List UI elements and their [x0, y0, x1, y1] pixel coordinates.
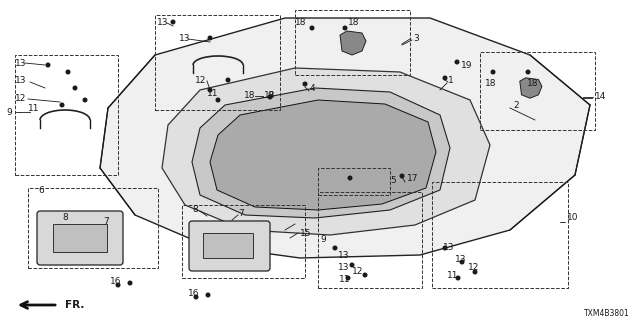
Text: 13: 13	[338, 252, 349, 260]
Text: 4: 4	[310, 84, 316, 92]
Text: 9: 9	[268, 91, 273, 100]
Circle shape	[492, 70, 495, 74]
Text: 3: 3	[413, 34, 419, 43]
Text: 8: 8	[62, 213, 68, 222]
Text: 9: 9	[320, 236, 326, 244]
Text: 11: 11	[339, 276, 351, 284]
Polygon shape	[100, 18, 590, 258]
Text: 12: 12	[468, 263, 479, 273]
Polygon shape	[210, 100, 436, 210]
Text: 6: 6	[38, 186, 44, 195]
Text: 14: 14	[595, 92, 606, 100]
Circle shape	[348, 176, 352, 180]
Circle shape	[46, 63, 50, 67]
Circle shape	[444, 76, 447, 80]
Circle shape	[66, 70, 70, 74]
Text: 2: 2	[513, 100, 518, 109]
Circle shape	[128, 281, 132, 285]
Text: 18: 18	[527, 78, 538, 87]
Polygon shape	[162, 68, 490, 235]
Bar	[432, 182, 568, 288]
Circle shape	[83, 98, 87, 102]
Circle shape	[346, 276, 350, 280]
Circle shape	[116, 283, 120, 287]
Text: 13: 13	[443, 244, 454, 252]
Text: 13: 13	[455, 255, 467, 265]
Text: 8: 8	[192, 205, 198, 214]
Text: 17: 17	[407, 173, 419, 182]
Text: 13: 13	[15, 59, 26, 68]
Text: 16: 16	[188, 290, 200, 299]
Polygon shape	[340, 31, 366, 55]
Text: 16: 16	[110, 277, 122, 286]
Text: 7: 7	[238, 210, 244, 219]
Text: 18: 18	[264, 91, 275, 100]
Text: 18: 18	[348, 18, 360, 27]
Circle shape	[194, 295, 198, 299]
Circle shape	[206, 293, 210, 297]
FancyBboxPatch shape	[189, 221, 270, 271]
Text: 11: 11	[207, 89, 218, 98]
Text: 18: 18	[295, 18, 307, 27]
Text: 11: 11	[28, 103, 40, 113]
Text: 5: 5	[390, 175, 396, 185]
Text: 18: 18	[485, 78, 497, 87]
Text: 11: 11	[447, 270, 458, 279]
Text: 13: 13	[338, 263, 349, 273]
FancyBboxPatch shape	[37, 211, 123, 265]
Bar	[53, 224, 107, 252]
Circle shape	[303, 82, 307, 86]
Text: TXM4B3801: TXM4B3801	[584, 309, 630, 318]
Text: 7: 7	[103, 218, 109, 227]
Bar	[318, 168, 390, 195]
Polygon shape	[520, 78, 542, 98]
Circle shape	[268, 95, 272, 99]
Bar	[15, 55, 118, 175]
Polygon shape	[192, 88, 450, 218]
Circle shape	[364, 273, 367, 277]
Circle shape	[460, 260, 464, 264]
Circle shape	[400, 174, 404, 178]
Bar	[295, 10, 410, 75]
Text: 9: 9	[6, 108, 12, 116]
Circle shape	[73, 86, 77, 90]
Circle shape	[343, 26, 347, 30]
Bar	[203, 233, 253, 258]
Bar	[182, 205, 305, 278]
Circle shape	[172, 20, 175, 24]
Text: 19: 19	[461, 60, 472, 69]
Bar	[480, 52, 595, 130]
Text: 13: 13	[157, 18, 168, 27]
Text: 13: 13	[15, 76, 26, 84]
Text: 12: 12	[15, 93, 26, 102]
Circle shape	[473, 270, 477, 274]
Circle shape	[216, 98, 220, 102]
Circle shape	[208, 36, 212, 40]
Text: 15: 15	[300, 228, 312, 237]
Bar	[28, 188, 158, 268]
Circle shape	[455, 60, 459, 64]
Text: 13: 13	[179, 34, 191, 43]
Circle shape	[226, 78, 230, 82]
Circle shape	[456, 276, 460, 280]
Circle shape	[444, 246, 447, 250]
Text: 1: 1	[448, 76, 454, 84]
Text: 10: 10	[567, 213, 579, 222]
Text: 12: 12	[195, 76, 206, 84]
Circle shape	[333, 246, 337, 250]
Circle shape	[208, 88, 212, 92]
Circle shape	[60, 103, 64, 107]
Circle shape	[526, 70, 530, 74]
Text: 18: 18	[243, 91, 255, 100]
Circle shape	[350, 263, 354, 267]
Text: 12: 12	[352, 268, 364, 276]
Bar	[318, 192, 422, 288]
Circle shape	[310, 26, 314, 30]
Text: FR.: FR.	[65, 300, 84, 310]
Bar	[155, 15, 280, 110]
